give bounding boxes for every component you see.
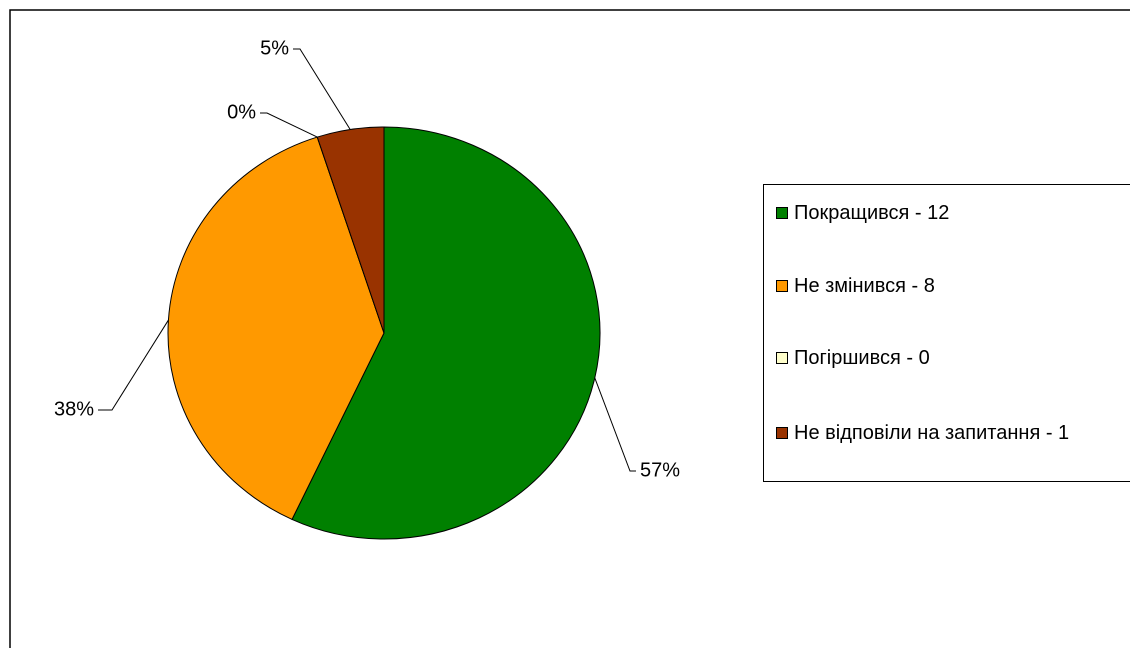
legend-entry: Не відповіли на запитання - 1	[776, 418, 1122, 448]
legend-entry: Покращився - 12	[776, 198, 1122, 228]
legend-label: Погіршився - 0	[794, 347, 930, 369]
leader-line	[260, 112, 318, 138]
data-label: 57%	[640, 459, 680, 481]
chart-frame	[9, 9, 1130, 648]
legend-label: Покращився - 12	[794, 202, 950, 224]
leader-line	[293, 48, 351, 130]
legend-swatch	[776, 207, 788, 219]
legend-entry: Погіршився - 0	[776, 343, 1122, 373]
leader-line	[98, 319, 169, 411]
legend-label: Не змінився - 8	[794, 275, 935, 297]
legend-swatch	[776, 427, 788, 439]
legend-swatch	[776, 280, 788, 292]
pie-slice	[167, 136, 385, 521]
data-label: 0%	[227, 101, 256, 123]
legend-entry: Не змінився - 8	[776, 271, 1122, 301]
legend-swatch	[776, 352, 788, 364]
leader-line	[594, 377, 636, 472]
data-label: 38%	[54, 398, 94, 420]
legend-label: Не відповіли на запитання - 1	[794, 422, 1070, 444]
data-label: 5%	[260, 37, 289, 59]
legend: Покращився - 12 Не змінився - 8 Погіршився…	[763, 184, 1130, 482]
